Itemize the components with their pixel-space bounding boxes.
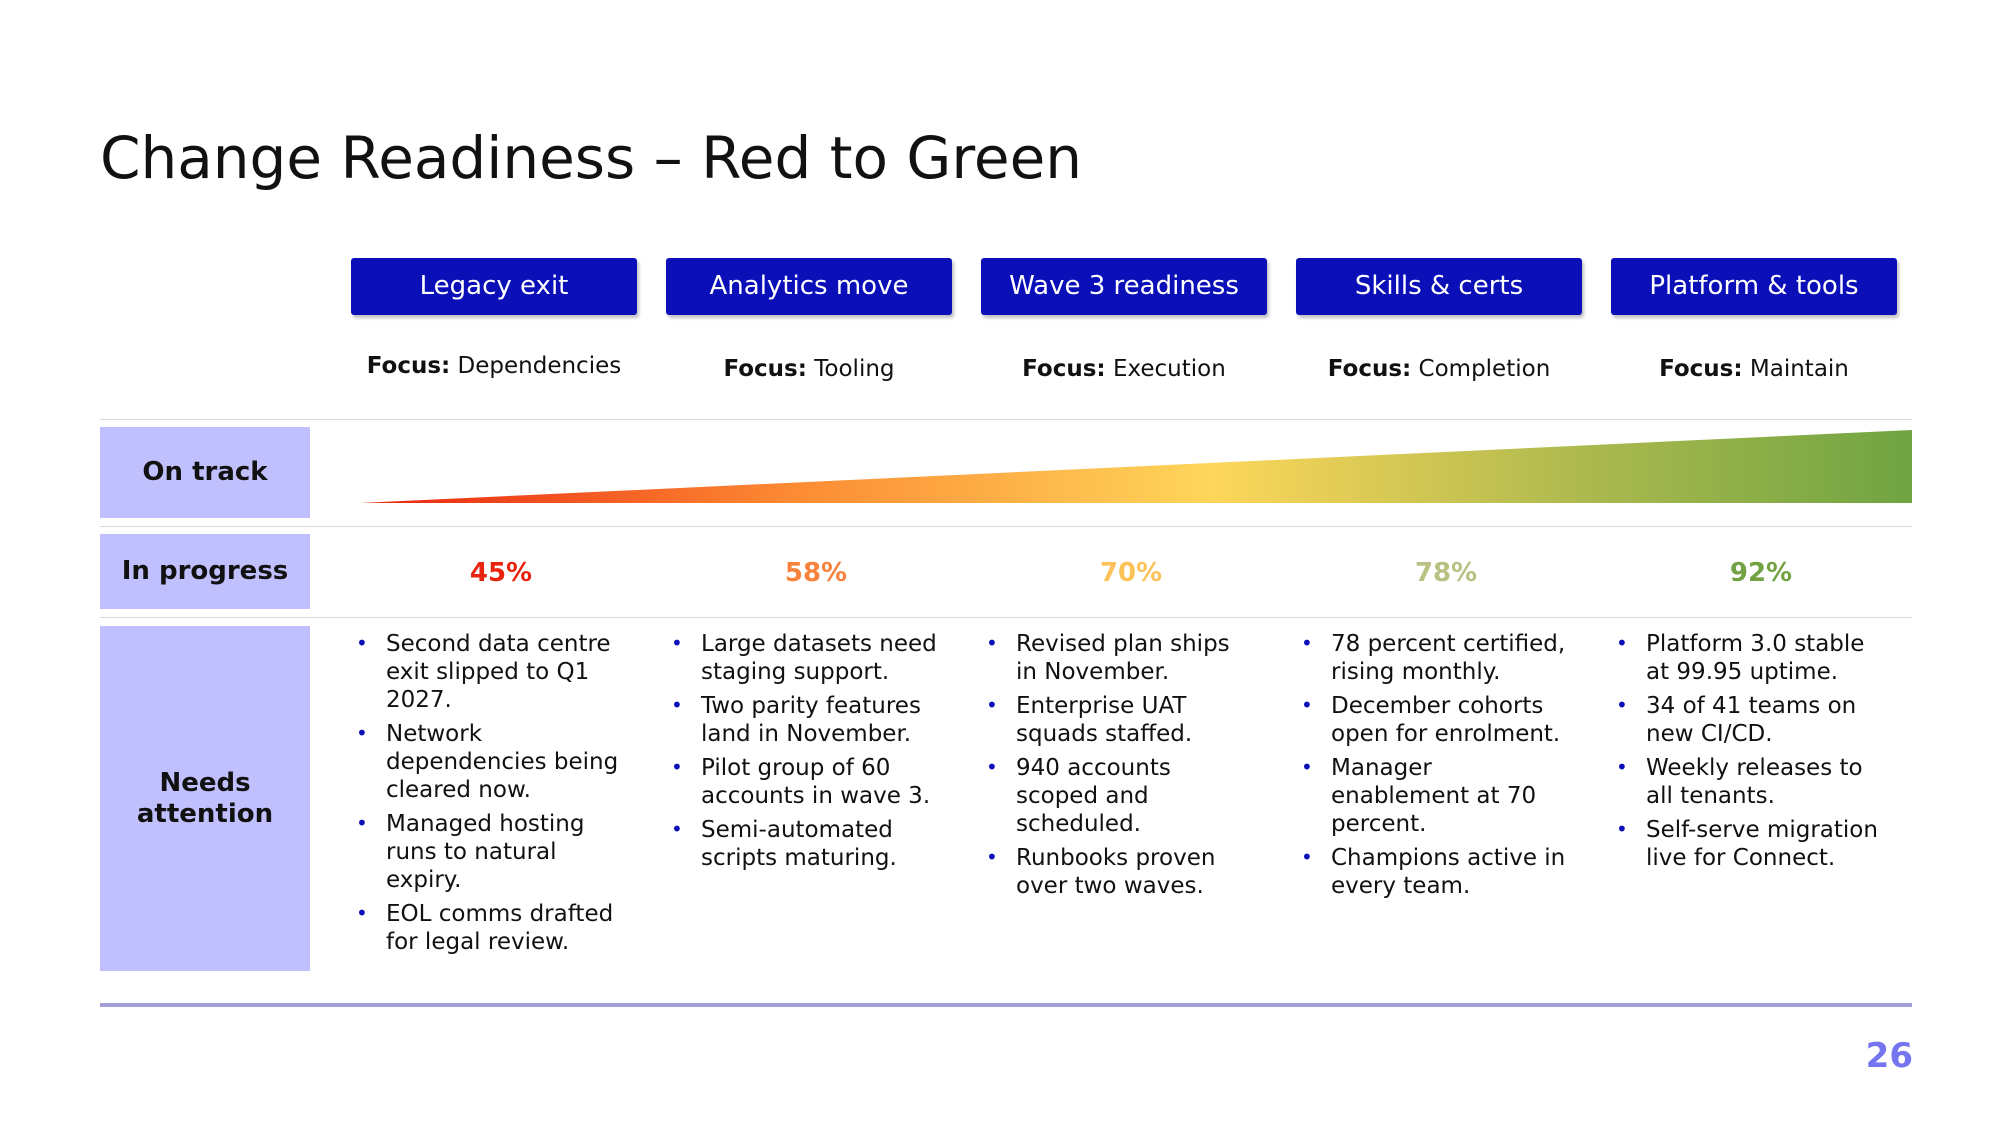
bullet-icon: • [986,631,998,655]
bullet-list-wave-3-readiness: • Revised plan ships in November. • Enterp… [986,630,1256,906]
list-item: • Runbooks proven over two waves. [986,845,1216,899]
list-item: • Second data centre exit slipped to Q1 2… [356,631,611,713]
list-item: • Platform 3.0 stable at 99.95 uptime. [1616,631,1865,685]
focus-prefix: Focus: [1022,356,1106,382]
focus-platform-tools: Focus: Maintain [1611,354,1897,384]
bullet-icon: • [1616,631,1628,655]
bullet-icon: • [1616,755,1628,779]
column-header-wave-3-readiness: Wave 3 readiness [981,258,1267,315]
focus-prefix: Focus: [723,356,807,382]
bullet-icon: • [671,631,683,655]
focus-value: Tooling [814,356,895,382]
footer-divider [100,1003,1912,1007]
list-item: • Enterprise UAT squads staffed. [986,693,1193,747]
bullet-list-analytics-move: • Large datasets need staging support. • T… [671,630,941,878]
list-item: • December cohorts open for enrolment. [1301,693,1561,747]
focus-prefix: Focus: [366,353,451,379]
focus-value: Completion [1418,356,1551,382]
gradient-wedge-shape [360,430,1912,503]
bullet-icon: • [986,755,998,779]
focus-analytics-move: Focus: Tooling [666,354,952,384]
list-item: • Weekly releases to all tenants. [1616,755,1863,809]
focus-value: Dependencies [457,353,622,379]
list-item: • Self-serve migration live for Connect. [1616,817,1878,871]
list-item: • Managed hosting runs to natural expiry. [356,811,585,893]
list-item: • Large datasets need staging support. [671,631,937,685]
row-label-needs-attention: Needs attention [100,626,310,971]
bullet-icon: • [1301,845,1313,869]
list-item: • Pilot group of 60 accounts in wave 3. [671,755,931,809]
row-label-in-progress: In progress [100,534,310,609]
bullet-list-legacy-exit: • Second data centre exit slipped to Q1 2… [356,630,626,962]
focus-wave-3-readiness: Focus: Execution [981,354,1267,384]
bullet-icon: • [356,721,368,745]
percent-analytics-move: 58% [784,558,848,588]
focus-skills-certs: Focus: Completion [1296,354,1582,384]
list-item: • Two parity features land in November. [671,693,921,747]
focus-value: Execution [1112,356,1226,382]
list-item: • Semi-automated scripts maturing. [671,817,897,871]
list-item: • Revised plan ships in November. [986,631,1230,685]
percent-wave-3-readiness: 70% [1099,558,1163,588]
column-header-legacy-exit: Legacy exit [351,258,637,315]
bullet-icon: • [356,631,368,655]
list-item: • Network dependencies being cleared now. [356,721,619,803]
focus-value: Maintain [1749,356,1849,382]
focus-legacy-exit: Focus: Dependencies [351,351,637,381]
bullet-icon: • [356,811,368,835]
column-header-analytics-move: Analytics move [666,258,952,315]
divider-top [100,419,1912,420]
divider-bottom [100,617,1912,618]
slide-title: Change Readiness – Red to Green [100,124,1083,192]
bullet-icon: • [671,693,683,717]
list-item: • Champions active in every team. [1301,845,1566,899]
list-item: • EOL comms drafted for legal review. [356,901,614,955]
bullet-icon: • [1616,817,1628,841]
bullet-icon: • [356,901,368,925]
bullet-icon: • [986,693,998,717]
percent-legacy-exit: 45% [469,558,533,588]
list-item: • 34 of 41 teams on new CI/CD. [1616,693,1857,747]
percent-skills-certs: 78% [1414,558,1478,588]
divider-middle [100,526,1912,527]
bullet-icon: • [1301,693,1313,717]
row-label-on-track: On track [100,427,310,518]
list-item: • 940 accounts scoped and scheduled. [986,755,1171,837]
column-header-skills-certs: Skills & certs [1296,258,1582,315]
bullet-list-skills-certs: • 78 percent certified, rising monthly. •… [1301,630,1571,906]
focus-prefix: Focus: [1327,356,1412,382]
column-header-platform-tools: Platform & tools [1611,258,1897,315]
readiness-gradient-wedge [360,430,1912,503]
bullet-icon: • [671,755,683,779]
bullet-icon: • [1616,693,1628,717]
bullet-icon: • [986,845,998,869]
list-item: • 78 percent certified, rising monthly. [1301,631,1566,685]
focus-prefix: Focus: [1659,356,1743,382]
bullet-icon: • [1301,631,1313,655]
page-number: 26 [1865,1036,1913,1076]
bullet-list-platform-tools: • Platform 3.0 stable at 99.95 uptime. • 3… [1616,630,1886,878]
bullet-icon: • [671,817,683,841]
list-item: • Manager enablement at 70 percent. [1301,755,1537,837]
bullet-icon: • [1301,755,1313,779]
percent-platform-tools: 92% [1729,558,1793,588]
